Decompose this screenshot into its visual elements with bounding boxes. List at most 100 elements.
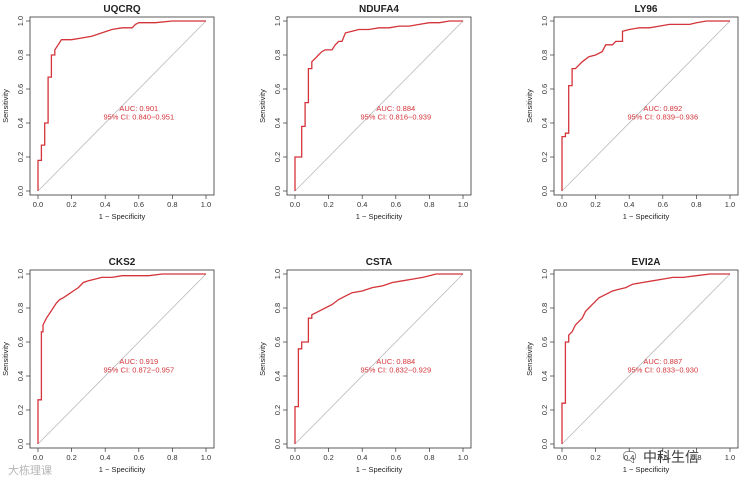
- y-tick-label: 0.4: [540, 118, 549, 128]
- roc-panel-evi2a: EVI2A 0.0 0.2 0.4 0.6 0.8 1.0 0.0 0.2 0.4 0.6 0.8 1.…: [525, 257, 739, 474]
- watermark-left-text: 大栋理课: [8, 464, 52, 477]
- y-axis-label: Sensitivity: [525, 342, 534, 376]
- y-tick-label: 1.0: [273, 269, 282, 279]
- plot-frame: [286, 16, 472, 196]
- ci-annotation: 95% CI: 0.816−0.939: [360, 113, 431, 122]
- x-tick-label: 0.8: [691, 453, 701, 462]
- y-tick-label: 0.8: [540, 303, 549, 313]
- roc-curve: [37, 20, 206, 191]
- y-tick-label: 0.0: [273, 439, 282, 449]
- x-tick-label: 0.4: [100, 200, 110, 209]
- ci-annotation: 95% CI: 0.840−0.951: [103, 113, 174, 122]
- y-tick-label: 0.4: [540, 371, 549, 381]
- x-tick-label: 1.0: [725, 453, 735, 462]
- x-tick-label: 0.2: [590, 453, 600, 462]
- x-tick-label: 1.0: [725, 200, 735, 209]
- x-tick-label: 0.0: [33, 453, 43, 462]
- y-tick-label: 0.0: [16, 186, 25, 196]
- x-tick-label: 0.4: [624, 200, 634, 209]
- watermark-right-text: 中科生信: [643, 450, 700, 466]
- x-axis-label: 1 − Specificity: [623, 465, 670, 474]
- x-axis-label: 1 − Specificity: [356, 212, 403, 221]
- plot-frame: [29, 16, 215, 196]
- x-tick-label: 0.8: [691, 200, 701, 209]
- roc-curve: [294, 273, 463, 444]
- x-tick-label: 0.8: [167, 200, 177, 209]
- y-tick-label: 0.0: [273, 186, 282, 196]
- x-tick-label: 0.0: [290, 453, 300, 462]
- x-axis-label: 1 − Specificity: [356, 465, 403, 474]
- panel-title: CKS2: [109, 257, 136, 268]
- y-tick-label: 1.0: [16, 269, 25, 279]
- panel-title: LY96: [635, 4, 658, 15]
- y-tick-label: 0.4: [16, 118, 25, 128]
- reference-diagonal: [561, 273, 731, 445]
- x-tick-label: 0.4: [624, 453, 634, 462]
- roc-curve: [561, 273, 730, 444]
- y-tick-label: 0.8: [273, 50, 282, 60]
- x-tick-label: 0.6: [658, 200, 668, 209]
- y-tick-label: 1.0: [16, 16, 25, 26]
- x-tick-label: 0.4: [100, 453, 110, 462]
- y-tick-label: 0.6: [273, 84, 282, 94]
- x-tick-label: 1.0: [458, 453, 468, 462]
- y-tick-label: 0.2: [540, 152, 549, 162]
- wechat-logo-icon: 🗨: [620, 448, 640, 466]
- auc-annotation: AUC: 0.887: [643, 357, 682, 366]
- x-axis-label: 1 − Specificity: [99, 212, 146, 221]
- roc-curve: [37, 273, 206, 444]
- x-tick-label: 1.0: [201, 453, 211, 462]
- x-tick-label: 1.0: [458, 200, 468, 209]
- y-tick-label: 0.8: [540, 50, 549, 60]
- y-tick-label: 0.8: [16, 303, 25, 313]
- x-tick-label: 0.2: [590, 200, 600, 209]
- y-tick-label: 0.8: [16, 50, 25, 60]
- x-tick-label: 0.0: [33, 200, 43, 209]
- y-tick-label: 0.0: [540, 186, 549, 196]
- x-tick-label: 0.8: [424, 453, 434, 462]
- y-axis-label: Sensitivity: [1, 89, 10, 123]
- roc-panel-csta: CSTA 0.0 0.2 0.4 0.6 0.8 1.0 0.0 0.2 0.4 0.6 0.8 1.0…: [258, 257, 472, 474]
- y-axis-label: Sensitivity: [258, 89, 267, 123]
- x-tick-label: 1.0: [201, 200, 211, 209]
- x-tick-label: 0.0: [290, 200, 300, 209]
- roc-curve: [294, 20, 463, 191]
- y-tick-label: 0.0: [16, 439, 25, 449]
- roc-panel-cks2: CKS2 0.0 0.2 0.4 0.6 0.8 1.0 0.0 0.2 0.4 0.6 0.8 1.0…: [1, 257, 215, 474]
- y-tick-label: 0.4: [273, 118, 282, 128]
- panel-title: EVI2A: [632, 257, 661, 268]
- y-tick-label: 0.2: [273, 152, 282, 162]
- x-tick-label: 0.4: [357, 200, 367, 209]
- x-tick-label: 0.6: [134, 200, 144, 209]
- y-axis-label: Sensitivity: [525, 89, 534, 123]
- x-tick-label: 0.2: [323, 200, 333, 209]
- reference-diagonal: [294, 273, 464, 445]
- auc-annotation: AUC: 0.919: [119, 357, 158, 366]
- x-tick-label: 0.8: [424, 200, 434, 209]
- panel-title: UQCRQ: [103, 4, 140, 15]
- reference-diagonal: [294, 20, 464, 192]
- y-tick-label: 0.6: [540, 337, 549, 347]
- y-tick-label: 0.4: [273, 371, 282, 381]
- auc-annotation: AUC: 0.884: [376, 357, 415, 366]
- plot-frame: [286, 269, 472, 449]
- auc-annotation: AUC: 0.884: [376, 104, 415, 113]
- reference-diagonal: [37, 20, 207, 192]
- roc-panel-uqcrq: UQCRQ 0.0 0.2 0.4 0.6 0.8 1.0 0.0 0.2 0.4 0.6 0.8 1.…: [1, 4, 215, 221]
- y-tick-label: 0.6: [273, 337, 282, 347]
- y-tick-label: 1.0: [540, 269, 549, 279]
- auc-annotation: AUC: 0.901: [119, 104, 158, 113]
- ci-annotation: 95% CI: 0.833−0.930: [627, 366, 698, 375]
- x-tick-label: 0.0: [557, 453, 567, 462]
- y-tick-label: 0.2: [16, 405, 25, 415]
- y-tick-label: 0.2: [540, 405, 549, 415]
- y-axis-label: Sensitivity: [258, 342, 267, 376]
- roc-curve: [561, 20, 730, 191]
- y-tick-label: 0.4: [16, 371, 25, 381]
- ci-annotation: 95% CI: 0.839−0.936: [627, 113, 698, 122]
- watermark-left: 大栋理课: [8, 462, 52, 478]
- roc-panel-ndufa4: NDUFA4 0.0 0.2 0.4 0.6 0.8 1.0 0.0 0.2 0.4 0.6 0.8 1…: [258, 4, 472, 221]
- y-tick-label: 0.6: [16, 84, 25, 94]
- x-tick-label: 0.6: [391, 200, 401, 209]
